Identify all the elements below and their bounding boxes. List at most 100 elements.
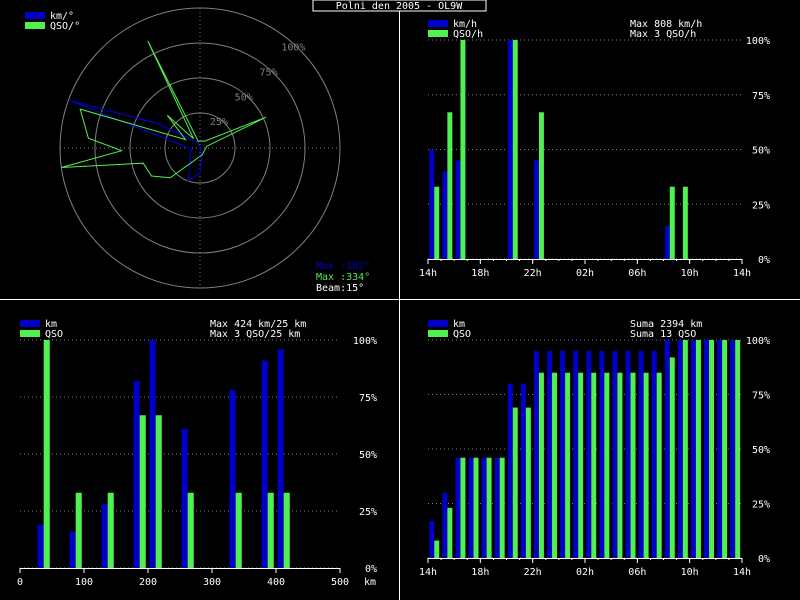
bar-qso xyxy=(682,186,688,259)
y-tick-label: 25% xyxy=(752,500,770,511)
ring-label: 25% xyxy=(210,117,228,128)
bar-qso xyxy=(643,372,649,558)
x-tick-label: 02h xyxy=(576,567,594,578)
legend-label-km: km xyxy=(453,319,465,330)
legend-swatch-qso xyxy=(20,330,40,337)
bar-qso xyxy=(512,40,518,259)
y-tick-label: 75% xyxy=(752,91,770,102)
stat-line: Max 3 QSO/h xyxy=(630,29,696,40)
legend-swatch-qso xyxy=(428,30,448,37)
polar-series-qso xyxy=(61,40,267,179)
polar-max-km: Max :182° xyxy=(316,261,370,272)
bar-km xyxy=(507,40,513,259)
bar-km xyxy=(612,350,618,558)
legend-swatch-km xyxy=(25,12,45,19)
bar-km xyxy=(455,160,461,259)
bar-qso xyxy=(669,357,675,558)
bar-qso xyxy=(187,492,194,568)
x-tick-label: 22h xyxy=(524,567,542,578)
x-tick-label: 18h xyxy=(471,268,489,279)
bar-km xyxy=(455,457,461,558)
bar-km xyxy=(442,492,448,558)
legend-label-qso: QSO/h xyxy=(453,29,483,40)
legend-swatch-km xyxy=(428,20,448,27)
bar-qso xyxy=(695,340,701,558)
y-tick-label: 75% xyxy=(359,393,377,404)
x-tick-label: 14h xyxy=(419,268,437,279)
legend-label-km: km/° xyxy=(50,11,74,22)
bar-km xyxy=(481,457,487,558)
y-tick-label: 0% xyxy=(758,255,770,266)
bar-qso xyxy=(486,457,492,558)
bar-km xyxy=(507,383,513,558)
title-box xyxy=(312,0,487,12)
bar-km xyxy=(37,524,44,568)
bar-qso xyxy=(578,372,584,558)
legend-label-km: km/h xyxy=(453,19,477,30)
y-tick-label: 100% xyxy=(746,36,770,47)
bar-km xyxy=(261,360,268,568)
bar-km xyxy=(429,149,435,259)
stat-line: Suma 2394 km xyxy=(630,319,702,330)
x-tick-label: 18h xyxy=(471,567,489,578)
bar-km xyxy=(677,340,683,558)
bar-qso xyxy=(434,186,440,259)
bar-km xyxy=(560,350,566,558)
x-tick-label: 400 xyxy=(267,577,285,588)
x-tick-label: 14h xyxy=(733,268,751,279)
bar-qso xyxy=(538,372,544,558)
x-tick-label: 22h xyxy=(524,268,542,279)
bar-km xyxy=(651,350,657,558)
y-tick-label: 50% xyxy=(359,450,377,461)
x-tick-label: 0 xyxy=(17,577,23,588)
page-title: Polni den 2005 - OL9W xyxy=(336,1,463,12)
x-tick-label: 10h xyxy=(681,567,699,578)
x-axis-label: km xyxy=(364,577,376,588)
legend-swatch-km xyxy=(20,320,40,327)
legend-label-qso: QSO xyxy=(45,329,63,340)
bar-km xyxy=(573,350,579,558)
y-tick-label: 0% xyxy=(758,554,770,565)
bar-km xyxy=(442,171,448,259)
bar-qso xyxy=(473,457,479,558)
bar-km xyxy=(690,340,696,558)
ring-label: 100% xyxy=(281,43,305,54)
bar-qso xyxy=(155,415,162,568)
bar-qso xyxy=(538,112,544,260)
bar-qso xyxy=(630,372,636,558)
bar-qso xyxy=(669,186,675,259)
y-tick-label: 25% xyxy=(752,200,770,211)
bar-km xyxy=(638,350,644,558)
bar-km xyxy=(547,350,553,558)
bar-qso xyxy=(267,492,274,568)
bar-km xyxy=(133,381,140,568)
x-tick-label: 06h xyxy=(628,567,646,578)
bar-km xyxy=(229,390,236,568)
bar-qso xyxy=(43,340,50,568)
y-tick-label: 50% xyxy=(752,445,770,456)
bar-km xyxy=(149,340,156,568)
stat-line: Max 3 QSO/25 km xyxy=(210,329,300,340)
bar-km xyxy=(181,428,188,568)
bar-qso xyxy=(499,457,505,558)
y-tick-label: 100% xyxy=(353,336,377,347)
bar-km xyxy=(664,226,670,259)
x-tick-label: 06h xyxy=(628,268,646,279)
x-tick-label: 02h xyxy=(576,268,594,279)
bar-qso xyxy=(552,372,558,558)
stat-line: Max 424 km/25 km xyxy=(210,319,306,330)
polar-ring xyxy=(129,77,271,219)
legend-swatch-qso xyxy=(428,330,448,337)
bar-qso xyxy=(604,372,610,558)
legend-label-qso: QSO xyxy=(453,329,471,340)
bar-qso xyxy=(525,407,531,558)
bar-qso xyxy=(447,507,453,558)
bar-qso xyxy=(682,340,688,558)
bar-qso xyxy=(512,407,518,558)
bar-km xyxy=(664,340,670,558)
legend-swatch-km xyxy=(428,320,448,327)
bar-km xyxy=(704,340,710,558)
bar-km xyxy=(533,160,539,259)
bar-qso xyxy=(709,340,715,558)
x-tick-label: 300 xyxy=(203,577,221,588)
